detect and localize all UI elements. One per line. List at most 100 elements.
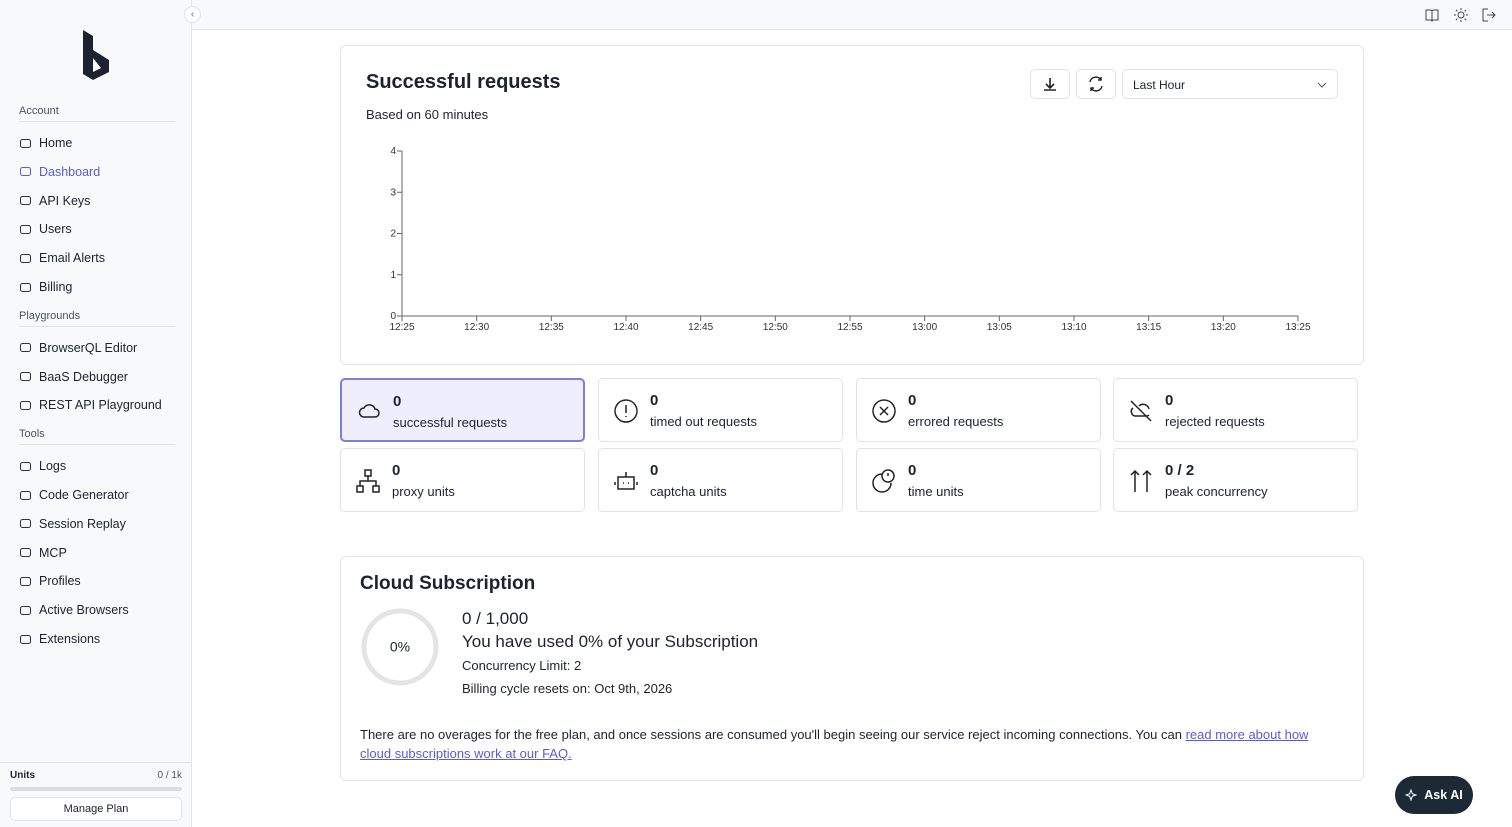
units-label: Units [10, 770, 35, 781]
stat-card[interactable]: 0 timed out requests [598, 378, 843, 442]
nav-icon [20, 548, 31, 558]
range-select[interactable]: Last Hour [1122, 69, 1338, 99]
nav-icon [20, 372, 31, 382]
collapse-button[interactable]: ‹ [184, 6, 201, 23]
nav-label: Code Generator [39, 488, 129, 502]
nav-item[interactable]: MCP [19, 543, 67, 563]
stat-label: errored requests [908, 414, 1004, 429]
nav-item[interactable]: Session Replay [19, 514, 126, 534]
stat-label: successful requests [393, 415, 508, 430]
stat-card[interactable]: 0 rejected requests [1113, 378, 1358, 442]
faq-link[interactable]: read more about how cloud subscriptions … [360, 727, 1309, 761]
docs-icon[interactable] [1425, 8, 1439, 22]
nav-label: Session Replay [39, 516, 126, 531]
nav-item[interactable]: Profiles [19, 571, 81, 591]
manage-plan-button[interactable]: Manage Plan [10, 797, 182, 821]
logout-icon[interactable] [1482, 8, 1496, 22]
nav-item[interactable]: Extensions [19, 629, 100, 649]
stat-icon-shape [614, 472, 638, 490]
stat-card[interactable]: 0 proxy units [340, 448, 585, 512]
nav-icon-shape [20, 490, 31, 500]
stat-label: proxy units [392, 484, 455, 499]
x-tick-label: 12:25 [389, 322, 414, 333]
nav-label: MCP [39, 545, 67, 560]
stat-label: rejected requests [1165, 414, 1265, 429]
theme-icon[interactable] [1454, 8, 1468, 22]
nav-icon [20, 519, 31, 529]
nav-label: REST API Playground [39, 398, 162, 413]
nav-item[interactable]: REST API Playground [19, 395, 162, 415]
x-tick-label: 13:25 [1285, 322, 1310, 333]
nav-item[interactable]: Active Browsers [19, 600, 129, 620]
x-tick-label: 12:30 [464, 322, 489, 333]
usage-ring: 0% [361, 608, 439, 686]
nav-icon-shape [20, 224, 31, 234]
x-tick-label: 12:35 [539, 322, 564, 333]
nav-item[interactable]: Billing [19, 277, 72, 297]
nav-item[interactable]: Email Alerts [19, 248, 105, 268]
nav-label: Dashboard [39, 164, 101, 179]
nav-icon-shape [20, 167, 31, 177]
nav-icon [20, 576, 31, 586]
nav-icon-shape [20, 576, 31, 586]
x-tick-label: 13:10 [1061, 322, 1086, 333]
nav-label: BrowserQL Editor [39, 340, 138, 355]
y-tick-label: 2 [390, 229, 396, 240]
nav-icon [20, 167, 31, 177]
nav-icon-shape [20, 282, 31, 292]
stat-card[interactable]: 0 errored requests [856, 378, 1101, 442]
nav-item[interactable]: BaaS Debugger [19, 367, 128, 387]
stat-value: 0 [908, 392, 917, 409]
y-tick-label: 3 [390, 187, 396, 198]
stat-value: 0 [393, 393, 402, 410]
stat-icon [358, 404, 380, 418]
nav-icon [20, 634, 31, 644]
subscription-card: Cloud Subscription 0% 0 / 1,000 You have… [340, 556, 1364, 781]
stat-card[interactable]: 0 captcha units [598, 448, 843, 512]
stat-icon-shape [1130, 469, 1152, 492]
section-title: Account [19, 105, 59, 117]
nav-item[interactable]: Dashboard [19, 162, 100, 182]
units-value: 0 / 1k [157, 770, 182, 781]
section-rule [19, 444, 175, 446]
stat-icon-shape [356, 469, 380, 493]
nav-icon [20, 400, 31, 410]
nav-label: Active Browsers [39, 603, 129, 618]
nav-item[interactable]: Home [19, 133, 72, 153]
nav-item[interactable]: Code Generator [19, 485, 129, 505]
y-tick-label: 1 [390, 270, 396, 281]
ask-ai-button[interactable]: Ask AI [1395, 776, 1473, 814]
nav-item[interactable]: Users [19, 219, 72, 239]
refresh-button[interactable] [1076, 69, 1116, 99]
nav-icon [20, 282, 31, 292]
stat-card[interactable]: 0 time units [856, 448, 1101, 512]
section-rule [19, 325, 175, 327]
x-tick-label: 13:05 [987, 322, 1012, 333]
stat-card[interactable]: 0 successful requests [340, 378, 585, 442]
logo [83, 30, 109, 80]
nav-item[interactable]: API Keys [19, 191, 90, 211]
stat-icon-shape [872, 469, 895, 493]
nav-label: Email Alerts [39, 251, 105, 266]
stat-label: time units [908, 484, 964, 499]
nav-icon-shape [20, 372, 31, 382]
concurrency: Concurrency Limit: 2 [462, 658, 582, 673]
billing-reset: Billing cycle resets on: Oct 9th, 2026 [462, 681, 673, 696]
sidebar: Account Home Dashboard API Keys Users Email A… [0, 0, 192, 827]
card-subtitle: Based on 60 minutes [366, 107, 489, 122]
nav-icon-shape [20, 138, 31, 148]
nav-item[interactable]: BrowserQL Editor [19, 338, 137, 358]
download-button[interactable] [1030, 69, 1070, 99]
stat-icon [614, 399, 638, 423]
nav-icon [20, 224, 31, 234]
stat-label: captcha units [650, 484, 727, 499]
divider [0, 762, 191, 763]
stat-card[interactable]: 0 / 2 peak concurrency [1113, 448, 1358, 512]
nav-item[interactable]: Logs [19, 456, 66, 476]
nav-icon [20, 343, 31, 353]
stat-icon-shape [358, 404, 380, 418]
nav-icon [20, 253, 31, 263]
nav-icon [20, 196, 31, 206]
nav-icon [20, 461, 31, 471]
